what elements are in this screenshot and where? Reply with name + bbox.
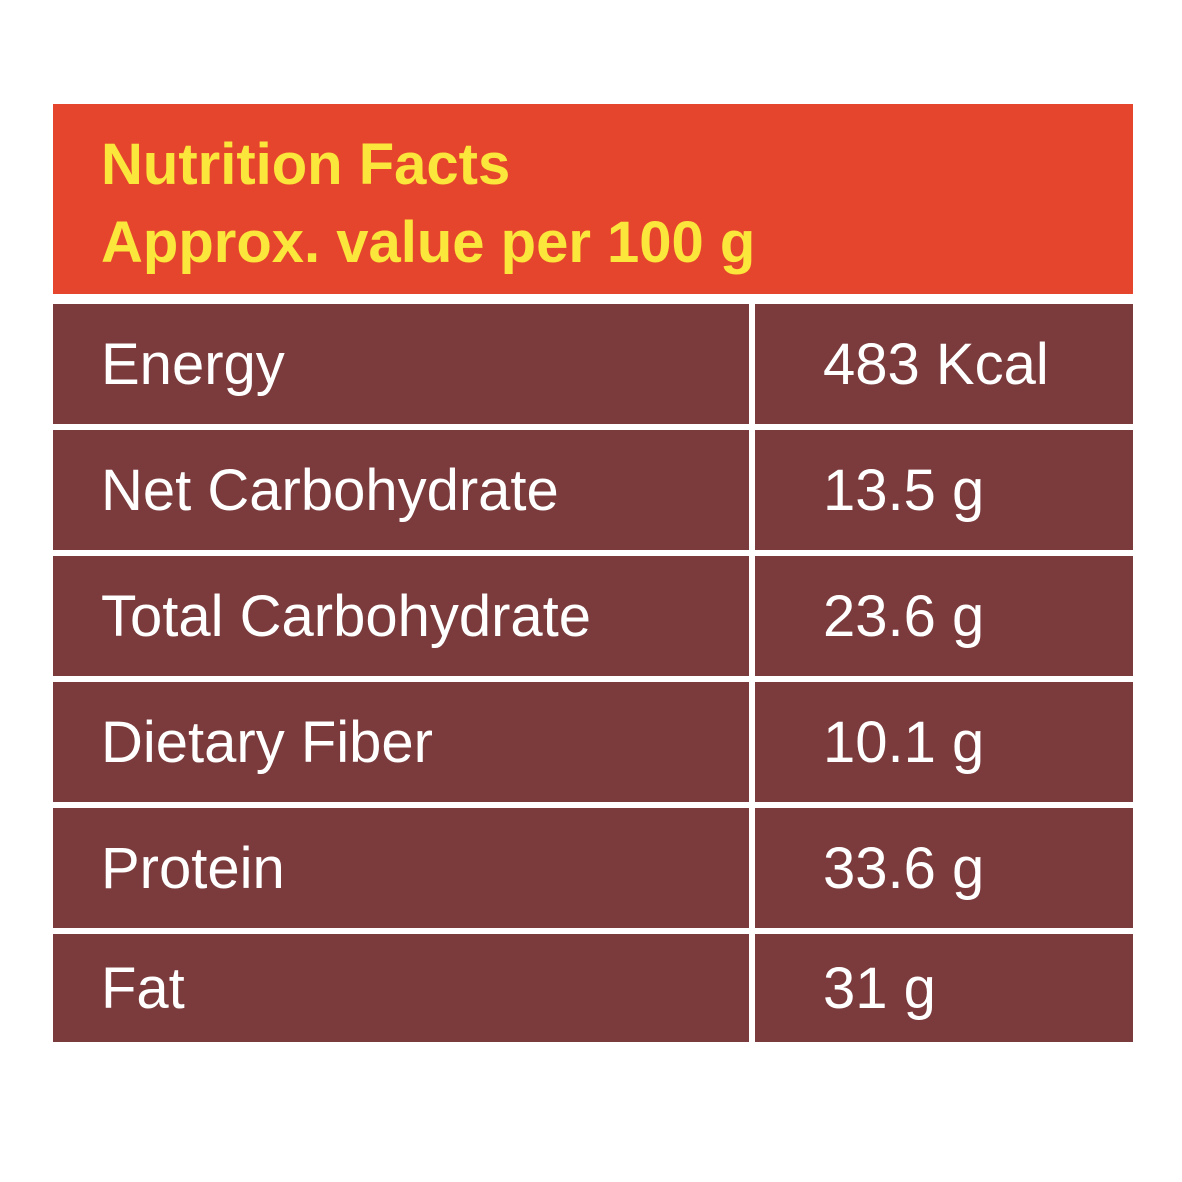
row-value: 33.6 g (755, 808, 1133, 928)
row-label: Fat (53, 934, 749, 1042)
table-row-fat: Fat 31 g (53, 934, 1133, 1042)
table-row-energy: Energy 483 Kcal (53, 304, 1133, 424)
table-row-dietary-fiber: Dietary Fiber 10.1 g (53, 682, 1133, 802)
header-subtitle: Approx. value per 100 g (101, 210, 756, 275)
row-value: 31 g (755, 934, 1133, 1042)
table-row-net-carbohydrate: Net Carbohydrate 13.5 g (53, 430, 1133, 550)
row-value: 483 Kcal (755, 304, 1133, 424)
row-label: Total Carbohydrate (53, 556, 749, 676)
row-label: Dietary Fiber (53, 682, 749, 802)
row-value: 23.6 g (755, 556, 1133, 676)
row-value: 10.1 g (755, 682, 1133, 802)
nutrition-facts-panel: Nutrition Facts Approx. value per 100 g … (53, 104, 1133, 1042)
header-title: Nutrition Facts (101, 132, 511, 197)
nutrition-header: Nutrition Facts Approx. value per 100 g (53, 104, 1133, 294)
row-value: 13.5 g (755, 430, 1133, 550)
row-label: Protein (53, 808, 749, 928)
nutrition-table: Energy 483 Kcal Net Carbohydrate 13.5 g … (53, 304, 1133, 1042)
table-row-total-carbohydrate: Total Carbohydrate 23.6 g (53, 556, 1133, 676)
row-label: Energy (53, 304, 749, 424)
row-label: Net Carbohydrate (53, 430, 749, 550)
table-row-protein: Protein 33.6 g (53, 808, 1133, 928)
